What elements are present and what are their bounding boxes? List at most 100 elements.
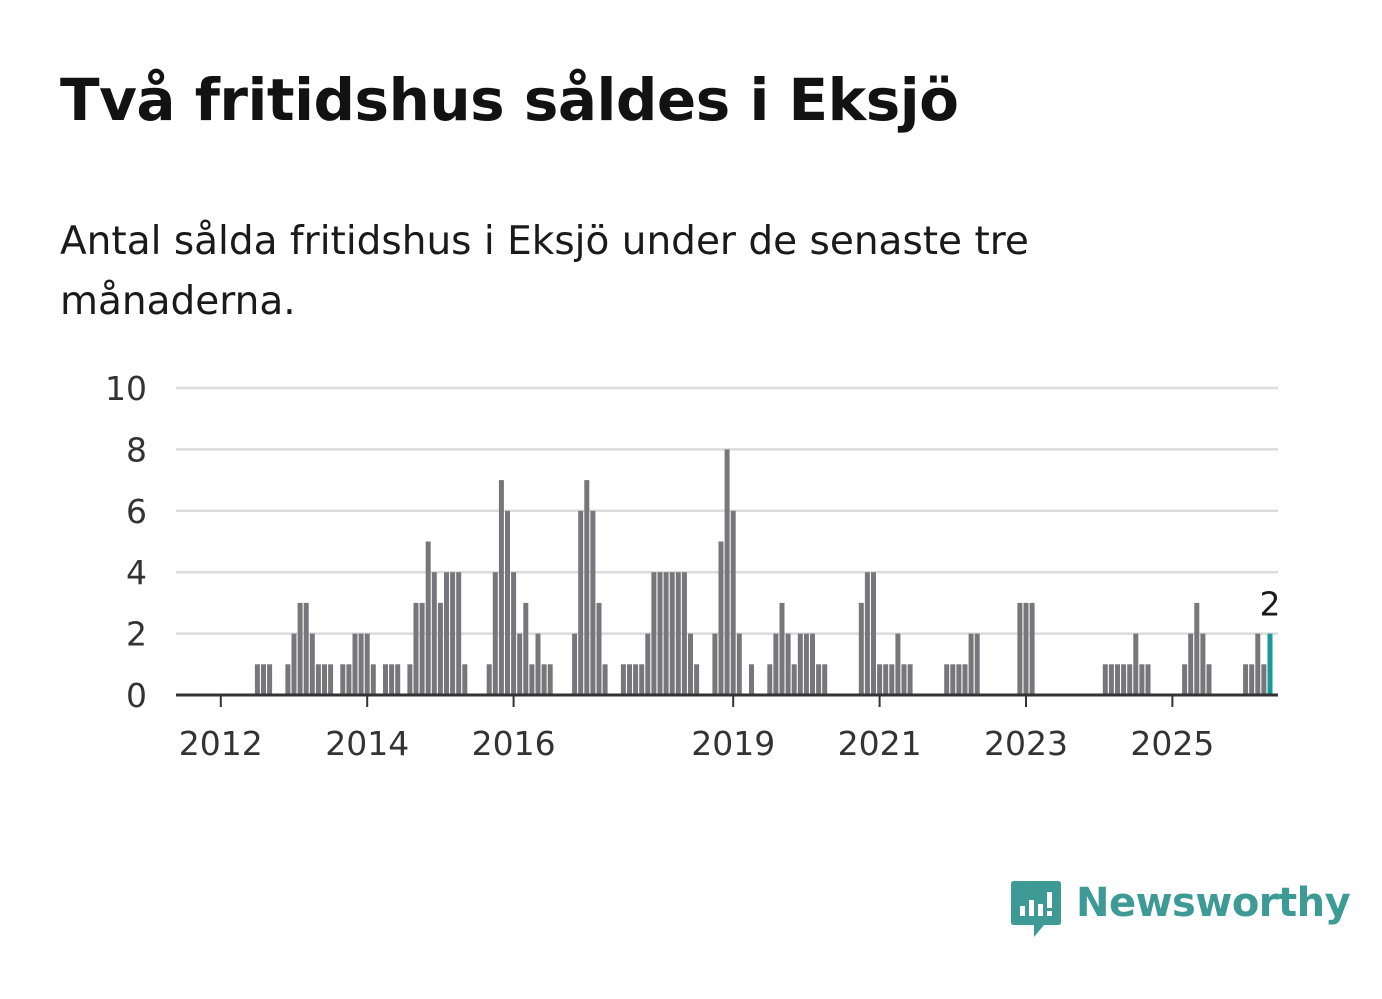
bar bbox=[1182, 664, 1188, 695]
bar bbox=[858, 602, 864, 695]
bar bbox=[383, 664, 388, 695]
x-tick-label: 2012 bbox=[179, 724, 263, 763]
bar bbox=[877, 664, 883, 695]
bar bbox=[431, 572, 437, 695]
bar bbox=[1194, 602, 1200, 695]
bar bbox=[645, 633, 651, 695]
bar bbox=[584, 480, 590, 695]
bar bbox=[309, 633, 315, 695]
bar bbox=[1133, 633, 1139, 695]
bar bbox=[663, 572, 669, 695]
bar bbox=[803, 633, 809, 695]
bar bbox=[718, 541, 724, 695]
bar bbox=[486, 664, 492, 695]
bar bbox=[492, 572, 498, 695]
y-tick-label: 6 bbox=[126, 492, 147, 531]
bar bbox=[1108, 664, 1114, 695]
bar bbox=[864, 572, 870, 695]
bar bbox=[261, 664, 266, 695]
bar bbox=[303, 602, 309, 695]
bar bbox=[785, 633, 791, 695]
bar bbox=[1102, 664, 1108, 695]
highlight-bar bbox=[1267, 633, 1273, 695]
y-tick-label: 10 bbox=[105, 369, 147, 408]
bar bbox=[962, 664, 968, 695]
bar bbox=[651, 572, 657, 695]
bar bbox=[669, 572, 675, 695]
bar bbox=[1249, 664, 1255, 695]
y-tick-label: 0 bbox=[126, 676, 147, 715]
bar bbox=[498, 480, 504, 695]
bar bbox=[1206, 664, 1212, 695]
bar bbox=[511, 572, 517, 695]
bar bbox=[627, 664, 632, 695]
bar bbox=[1121, 664, 1127, 695]
bar bbox=[370, 664, 376, 695]
bar bbox=[462, 664, 468, 695]
newsworthy-logo: Newsworthy bbox=[1010, 878, 1351, 942]
bar bbox=[639, 664, 645, 695]
bar bbox=[1243, 664, 1249, 695]
bar bbox=[425, 541, 431, 695]
bar bbox=[791, 664, 797, 695]
bar bbox=[810, 633, 815, 695]
bar bbox=[694, 664, 700, 695]
bar bbox=[681, 572, 687, 695]
bar bbox=[456, 572, 462, 695]
bar bbox=[437, 602, 443, 695]
bar bbox=[956, 664, 962, 695]
bar bbox=[535, 633, 541, 695]
bar bbox=[730, 510, 736, 695]
bar bbox=[950, 664, 956, 695]
bar bbox=[1261, 664, 1267, 695]
chart-subtitle: Antal sålda fritidshus i Eksjö under de … bbox=[60, 219, 1029, 324]
bar bbox=[291, 633, 297, 695]
x-tick-label: 2014 bbox=[325, 724, 409, 763]
bar bbox=[657, 572, 663, 695]
y-tick-label: 4 bbox=[126, 553, 147, 592]
bar bbox=[1017, 602, 1023, 695]
bar bbox=[340, 664, 346, 695]
newsworthy-logo-icon bbox=[1011, 881, 1061, 937]
bar bbox=[254, 664, 260, 695]
bar bbox=[974, 633, 980, 695]
bar bbox=[1029, 602, 1035, 695]
y-tick-label: 2 bbox=[126, 615, 147, 654]
x-tick-label: 2021 bbox=[838, 724, 922, 763]
x-tick-label: 2023 bbox=[984, 724, 1068, 763]
bar bbox=[736, 633, 742, 695]
chart-title: Två fritidshus såldes i Eksjö bbox=[60, 66, 959, 134]
bar bbox=[767, 664, 773, 695]
bar bbox=[413, 602, 419, 695]
bar bbox=[352, 633, 358, 695]
bar bbox=[419, 602, 425, 695]
bar bbox=[779, 602, 785, 695]
bar bbox=[596, 602, 602, 695]
highlight-value-label: 2 bbox=[1260, 585, 1281, 624]
bar bbox=[797, 633, 803, 695]
bar bbox=[712, 633, 718, 695]
bar bbox=[1023, 602, 1029, 695]
bar bbox=[1200, 633, 1206, 695]
bar bbox=[944, 664, 950, 695]
bar bbox=[907, 664, 913, 695]
bar bbox=[328, 664, 334, 695]
bar bbox=[389, 664, 395, 695]
bar bbox=[547, 664, 553, 695]
bar bbox=[1115, 664, 1120, 695]
bar bbox=[883, 664, 889, 695]
bar bbox=[889, 664, 895, 695]
bar bbox=[633, 664, 639, 695]
bar bbox=[620, 664, 626, 695]
bar bbox=[675, 572, 681, 695]
bar bbox=[1127, 664, 1133, 695]
bar bbox=[364, 633, 370, 695]
bar bbox=[590, 510, 596, 695]
bar bbox=[724, 449, 730, 695]
bar bbox=[822, 664, 828, 695]
bar bbox=[1145, 664, 1151, 695]
bar bbox=[444, 572, 449, 695]
bar bbox=[895, 633, 901, 695]
bar bbox=[529, 664, 535, 695]
